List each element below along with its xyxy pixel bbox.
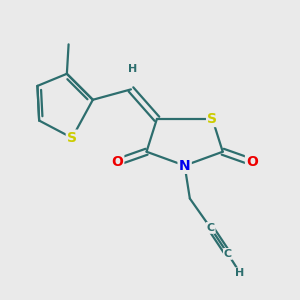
Text: H: H bbox=[128, 64, 137, 74]
Text: S: S bbox=[67, 131, 77, 145]
Text: O: O bbox=[111, 155, 123, 169]
Text: H: H bbox=[236, 268, 245, 278]
Text: O: O bbox=[246, 155, 258, 169]
Text: N: N bbox=[179, 159, 190, 172]
Text: C: C bbox=[207, 223, 215, 233]
Text: C: C bbox=[224, 249, 232, 259]
Text: S: S bbox=[207, 112, 218, 126]
